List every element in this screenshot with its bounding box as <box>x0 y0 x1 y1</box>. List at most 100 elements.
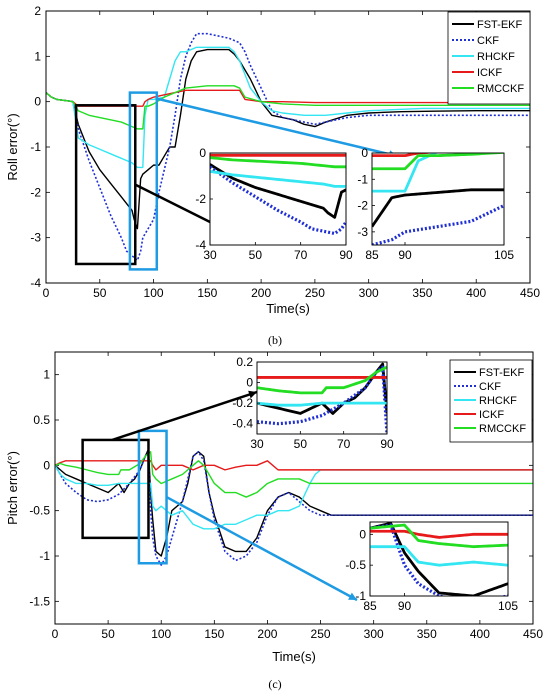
series-line-ickf <box>372 153 441 158</box>
y-tick-label: 2 <box>34 4 41 18</box>
zoom-arrowhead <box>348 592 357 600</box>
inset-y-tick-label: 0 <box>199 146 206 160</box>
series-group <box>46 32 530 262</box>
inset-x-tick-label: 90 <box>398 599 412 613</box>
inset-x-tick-label: 30 <box>203 248 217 262</box>
y-tick-label: 1 <box>43 368 50 382</box>
series-line-ckf <box>210 165 346 236</box>
inset-series-group <box>257 362 387 434</box>
zoom-connector <box>165 495 358 602</box>
roll-error-chart: 0 50 100 150 200 250 300 350 400 450-4-3-2-101230… <box>5 4 540 316</box>
inset-x-tick-label: 105 <box>494 248 514 262</box>
y-tick-label: 0 <box>43 458 50 472</box>
series-line-ickf <box>55 460 533 471</box>
inset-x-tick-label: 85 <box>365 248 379 262</box>
inset-y-tick-label: 0 <box>359 527 366 541</box>
x-tick-label: 250 <box>311 627 331 641</box>
legend-label-ckf: CKF <box>479 381 501 393</box>
inset-x-tick-label: 30 <box>250 437 264 451</box>
inset-x-tick-label: 90 <box>339 248 353 262</box>
x-tick-label: 50 <box>101 627 115 641</box>
x-tick-label: 250 <box>305 286 325 300</box>
plot-frame <box>45 10 531 284</box>
inset-series-group <box>372 153 504 245</box>
legend-label-rhckf: RHCKF <box>479 395 517 407</box>
y-tick-label: 1 <box>34 49 41 63</box>
series-line-fst-ekf <box>210 163 346 219</box>
series-line-rhckf <box>210 170 346 188</box>
x-tick-label: 450 <box>520 286 540 300</box>
series-line-ckf <box>55 450 533 566</box>
y-tick-label: 0 <box>34 95 41 109</box>
inset-x-tick-label: 70 <box>337 437 351 451</box>
y-tick-label: -1 <box>30 140 41 154</box>
inset-y-tick-label: -0.2 <box>232 396 253 410</box>
y-tick-label: -4 <box>30 276 41 290</box>
series-line-rmcckf <box>370 523 508 549</box>
inset-y-tick-label: 0 <box>246 376 253 390</box>
inset-x-tick-label: 90 <box>380 437 394 451</box>
series-line-rhckf <box>372 153 476 193</box>
y-tick-label: -1.5 <box>29 594 50 608</box>
legend-label-ickf: ICKF <box>477 67 502 79</box>
inset-x-tick-label: 50 <box>294 437 308 451</box>
inset-y-tick-label: -1 <box>357 172 368 186</box>
zoom-connector <box>156 97 398 158</box>
series-line-rmcckf <box>257 365 387 395</box>
x-tick-label: 400 <box>470 627 490 641</box>
inset-y-tick-label: -1 <box>355 589 366 603</box>
x-tick-label: 350 <box>417 627 437 641</box>
x-tick-label: 150 <box>204 627 224 641</box>
inset-x-tick-label: 105 <box>498 599 518 613</box>
inset-series-group <box>370 522 508 596</box>
x-tick-label: 200 <box>251 286 271 300</box>
inset-y-tick-label: -3 <box>357 225 368 239</box>
legend-label-rhckf: RHCKF <box>477 51 515 63</box>
legend-label-ickf: ICKF <box>479 409 504 421</box>
series-line-rhckf <box>55 464 533 530</box>
legend-label-rmcckf: RMCCKF <box>477 83 524 95</box>
plot-frame <box>54 351 534 625</box>
inset-y-tick-label: 0.2 <box>236 355 253 369</box>
x-tick-label: 0 <box>52 627 59 641</box>
x-tick-label: 0 <box>43 286 50 300</box>
series-line-rmcckf <box>210 156 346 169</box>
inset-y-tick-label: -2 <box>195 192 206 206</box>
zoom-box <box>74 104 137 266</box>
inset-series-group <box>210 153 346 236</box>
x-tick-label: 200 <box>257 627 277 641</box>
inset-border <box>369 521 509 597</box>
series-line-rhckf <box>257 401 387 407</box>
legend-label-rmcckf: RMCCKF <box>479 423 526 435</box>
inset-y-tick-label: -0.5 <box>345 558 366 572</box>
x-tick-label: 300 <box>359 286 379 300</box>
zoom-arrowhead <box>248 390 257 399</box>
x-tick-label: 100 <box>151 627 171 641</box>
x-tick-label: 50 <box>93 286 107 300</box>
inset-y-tick-label: -4 <box>195 238 206 252</box>
series-line-rhckf <box>370 545 508 567</box>
caption-c: (c) <box>268 677 281 691</box>
y-tick-label: 0.5 <box>33 413 50 427</box>
inset-y-tick-label: 0 <box>361 146 368 160</box>
x-tick-label: 300 <box>364 627 384 641</box>
legend-label-fst-ekf: FST-EKF <box>477 19 523 31</box>
series-line-rmcckf <box>372 153 504 171</box>
y-tick-label: -2 <box>30 185 41 199</box>
zoom-box <box>128 91 159 271</box>
y-tick-label: -3 <box>30 231 41 245</box>
x-tick-label: 100 <box>144 286 164 300</box>
y-axis-label: Pitch error(°) <box>5 451 20 525</box>
inset-x-tick-label: 70 <box>294 248 308 262</box>
series-line-rhckf <box>46 46 530 169</box>
series-line-fst-ekf <box>372 188 504 228</box>
series-line-rmcckf <box>46 85 530 130</box>
y-tick-label: -0.5 <box>29 504 50 518</box>
series-line-ickf <box>370 529 508 539</box>
inset-y-tick-label: -0.4 <box>232 417 253 431</box>
x-axis-label: Time(s) <box>272 649 316 664</box>
legend-label-fst-ekf: FST-EKF <box>479 367 525 379</box>
x-tick-label: 400 <box>466 286 486 300</box>
legend-box <box>447 11 531 105</box>
x-tick-label: 350 <box>412 286 432 300</box>
